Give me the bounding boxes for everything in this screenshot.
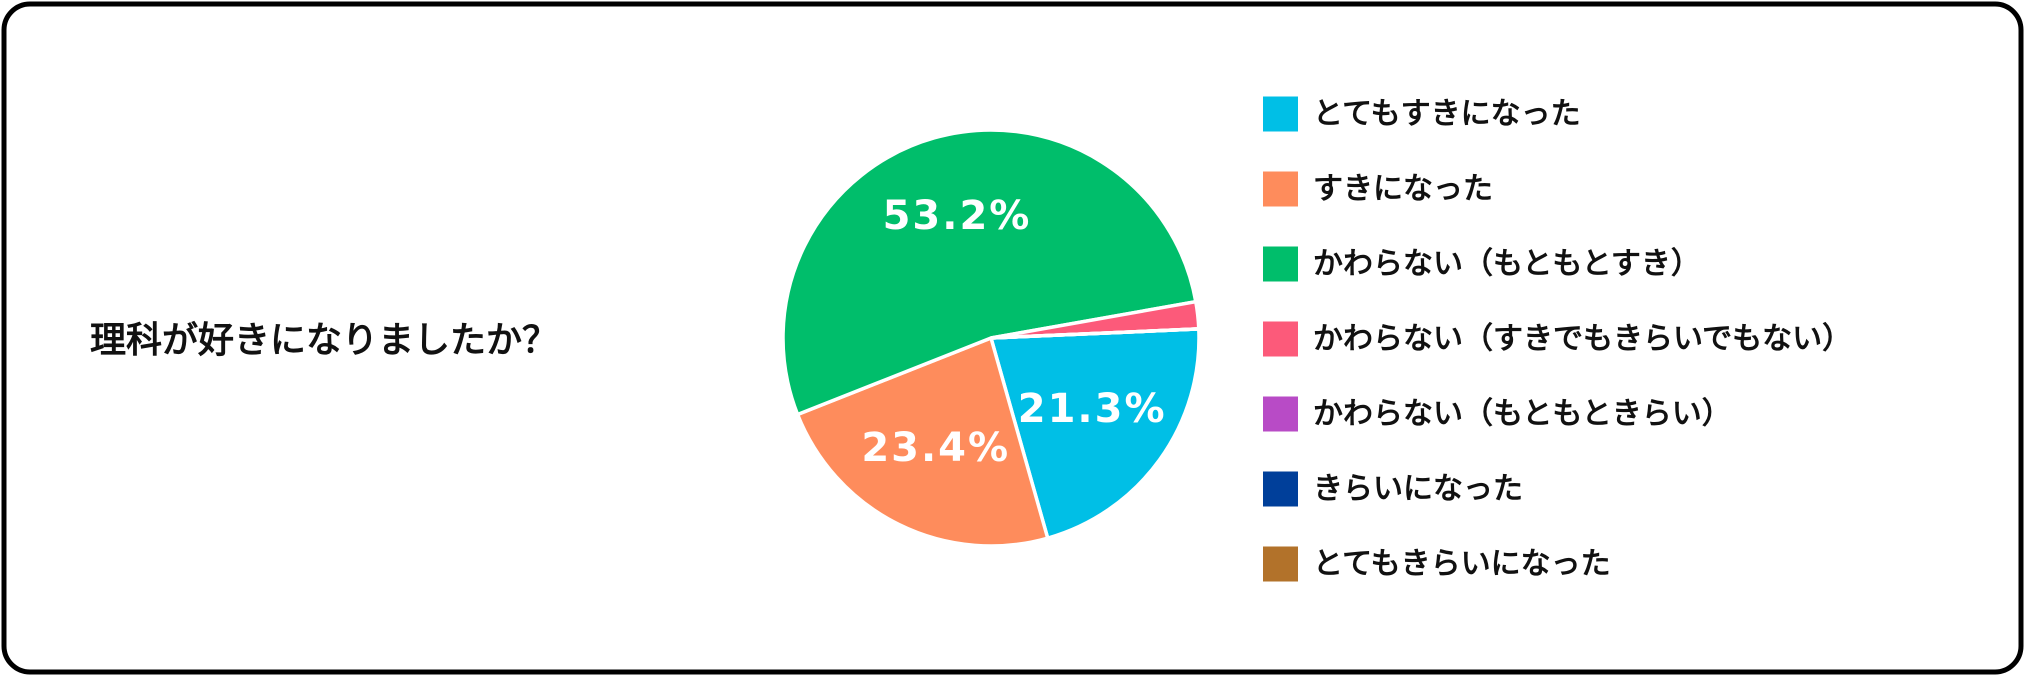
legend-swatch <box>1263 246 1298 282</box>
legend-label: きらいになった <box>1313 472 1523 507</box>
legend-swatch <box>1263 171 1298 207</box>
pie-slice <box>988 327 1201 541</box>
legend-label: すきになった <box>1313 172 1493 207</box>
legend-swatch <box>1263 396 1298 432</box>
legend-label: とてもきらいになった <box>1313 547 1611 582</box>
value-label: 53.2% <box>883 193 1032 239</box>
value-label: 23.4% <box>861 425 1010 471</box>
legend-label: かわらない（すきでもきらいでもない） <box>1313 322 1852 357</box>
pie-slice <box>990 327 1199 340</box>
legend-label: かわらない（もともときらい） <box>1313 397 1732 432</box>
value-label: 21.3% <box>1018 386 1167 432</box>
legend-swatch <box>1263 546 1298 582</box>
legend-swatch <box>1263 96 1298 132</box>
legend-swatch <box>1263 471 1298 507</box>
legend-swatch <box>1263 321 1298 357</box>
chart-title: 理科が好きになりましたか？ <box>90 320 558 361</box>
legend-label: かわらない（もともとすき） <box>1313 247 1701 282</box>
pie-slice <box>781 128 1198 417</box>
legend-label: とてもすきになった <box>1313 97 1581 132</box>
